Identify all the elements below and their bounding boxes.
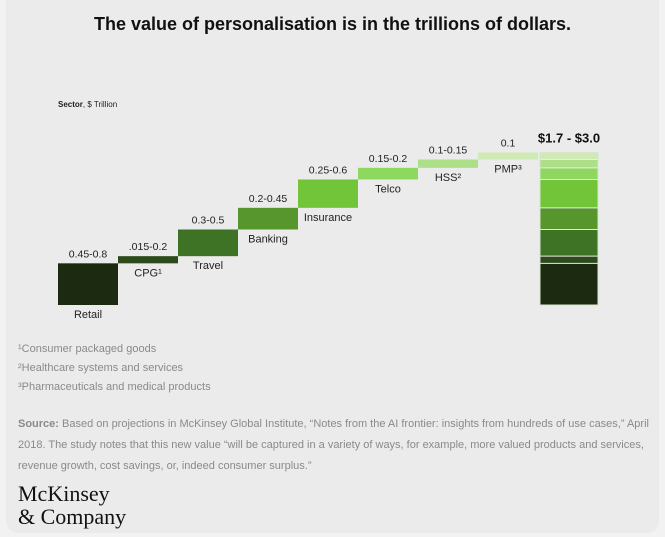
bar-1 — [58, 263, 118, 305]
bar-6 — [358, 167, 418, 180]
value-label-2: .015-0.2 — [129, 241, 168, 253]
mckinsey-logo: McKinsey & Company — [18, 482, 126, 528]
source-label: Source: — [18, 418, 59, 430]
total-segment-2 — [540, 256, 598, 264]
bar-2 — [118, 256, 178, 264]
category-label-8: PMP³ — [494, 164, 522, 176]
logo-line-2: & Company — [18, 504, 127, 529]
total-segment-6 — [540, 167, 598, 180]
source-note: Source: Based on projections in McKinsey… — [18, 414, 658, 477]
total-segment-3 — [540, 229, 598, 257]
category-label-4: Banking — [248, 234, 288, 246]
bar-5 — [298, 179, 358, 208]
total-segment-1 — [540, 263, 598, 305]
footnote-1: ¹Consumer packaged goods — [18, 343, 157, 355]
category-label-3: Travel — [193, 260, 223, 272]
value-label-7: 0.1-0.15 — [429, 145, 468, 157]
value-label-4: 0.2-0.45 — [249, 193, 288, 205]
bar-7 — [418, 159, 478, 168]
category-label-5: Insurance — [304, 212, 352, 224]
total-segment-4 — [540, 207, 598, 230]
bar-3 — [178, 229, 238, 257]
source-text: Based on projections in McKinsey Global … — [18, 418, 649, 472]
footnote-3: ³Pharmaceuticals and medical products — [18, 381, 211, 393]
category-label-2: CPG¹ — [134, 267, 162, 279]
value-label-8: 0.1 — [501, 138, 516, 150]
logo-line-1: McKinsey — [18, 481, 110, 506]
total-segment-5 — [540, 179, 598, 208]
value-label-1: 0.45-0.8 — [69, 248, 108, 260]
unit-label-bold: Sector — [58, 100, 83, 109]
category-label-6: Telco — [375, 184, 401, 196]
unit-label: Sector, $ Trillion — [58, 100, 117, 109]
total-segment-8 — [540, 152, 598, 160]
category-label-7: HSS² — [435, 172, 462, 184]
value-label-5: 0.25-0.6 — [309, 165, 348, 177]
category-label-1: Retail — [74, 309, 102, 321]
footnote-2: ²Healthcare systems and services — [18, 362, 184, 374]
total-bar-outline — [539, 152, 599, 306]
value-label-3: 0.3-0.5 — [192, 215, 225, 227]
bar-4 — [238, 207, 298, 230]
bar-8 — [478, 152, 538, 160]
waterfall-chart: $1.7 - $3.0 0.45-0.8 Retail .015-0.2 CPG¹ 0.3… — [58, 131, 600, 321]
total-label: $1.7 - $3.0 — [538, 131, 600, 146]
total-segment-7 — [540, 159, 598, 168]
chart-title: The value of personalisation is in the t… — [93, 14, 572, 34]
unit-label-rest: , $ Trillion — [82, 100, 118, 109]
value-label-6: 0.15-0.2 — [369, 153, 408, 165]
